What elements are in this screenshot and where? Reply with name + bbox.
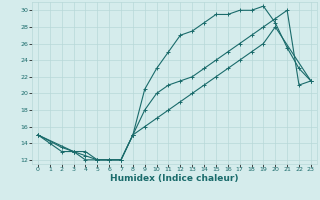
- X-axis label: Humidex (Indice chaleur): Humidex (Indice chaleur): [110, 174, 239, 183]
